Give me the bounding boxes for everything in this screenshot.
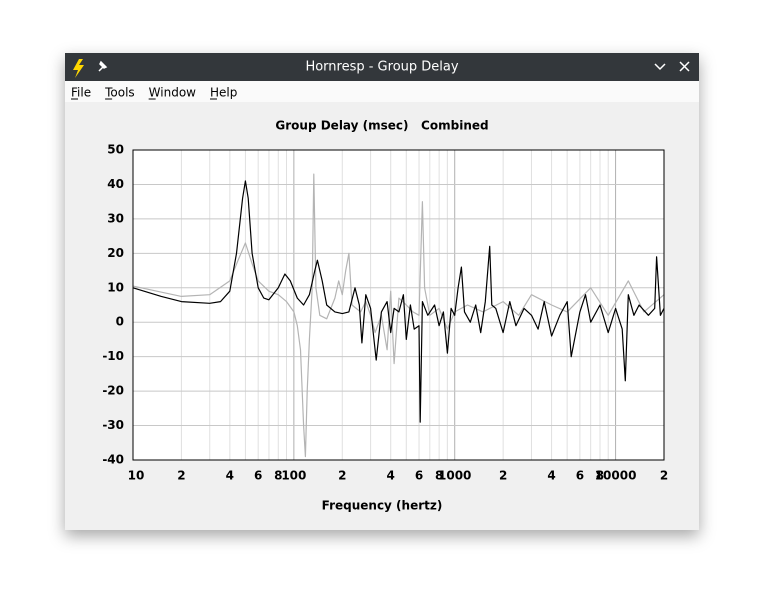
menu-item[interactable]: Tools bbox=[104, 86, 135, 100]
menu-item[interactable]: Help bbox=[210, 86, 237, 100]
window-title: Hornresp - Group Delay bbox=[305, 60, 458, 75]
line-series bbox=[132, 180, 665, 423]
x-tick-label: 6 bbox=[576, 469, 584, 483]
y-tick-label: -20 bbox=[102, 384, 124, 398]
pin-button[interactable] bbox=[98, 60, 108, 72]
x-tick-label: 6 bbox=[254, 469, 262, 483]
app-icon bbox=[73, 59, 84, 78]
x-tick-label: 10 bbox=[128, 469, 145, 483]
minimize-button[interactable] bbox=[654, 63, 666, 71]
x-tick-label: 8 bbox=[435, 469, 443, 483]
menu-item[interactable]: File bbox=[71, 86, 91, 100]
y-tick-label: -40 bbox=[102, 453, 124, 467]
y-tick-label: 20 bbox=[107, 246, 124, 260]
x-tick-label: 1000 bbox=[438, 469, 471, 483]
y-tick-label: 0 bbox=[116, 315, 124, 329]
y-tick-label: 50 bbox=[107, 143, 124, 157]
x-tick-label: 2 bbox=[660, 469, 668, 483]
title-bar bbox=[65, 53, 699, 81]
close-button[interactable] bbox=[679, 61, 690, 72]
x-tick-label: 4 bbox=[547, 469, 555, 483]
x-tick-label: 8 bbox=[596, 469, 604, 483]
y-tick-label: 30 bbox=[107, 211, 124, 225]
y-tick-label: -30 bbox=[102, 418, 124, 432]
x-tick-label: 6 bbox=[415, 469, 423, 483]
menu-item[interactable]: Window bbox=[149, 86, 197, 100]
x-tick-label: 4 bbox=[387, 469, 395, 483]
x-tick-label: 4 bbox=[226, 469, 234, 483]
chart-title: Group Delay (msec) Combined bbox=[275, 119, 488, 133]
x-tick-label: 2 bbox=[499, 469, 507, 483]
x-tick-label: 10000 bbox=[595, 469, 637, 483]
x-tick-label: 8 bbox=[274, 469, 282, 483]
y-tick-label: 10 bbox=[107, 280, 124, 294]
x-tick-label: 2 bbox=[177, 469, 185, 483]
x-axis-label: Frequency (hertz) bbox=[322, 499, 443, 513]
x-tick-label: 2 bbox=[338, 469, 346, 483]
y-tick-label: -10 bbox=[102, 349, 124, 363]
y-tick-label: 40 bbox=[107, 177, 124, 191]
plot-border bbox=[132, 149, 665, 461]
line-series bbox=[132, 173, 665, 458]
x-tick-label: 100 bbox=[281, 469, 306, 483]
menu-bar bbox=[65, 81, 699, 102]
